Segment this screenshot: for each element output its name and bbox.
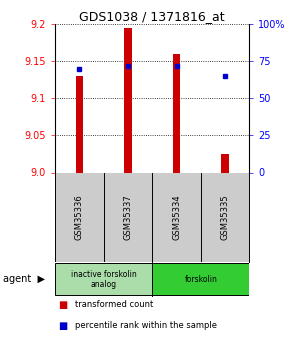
- Bar: [124, 28, 132, 172]
- Text: percentile rank within the sample: percentile rank within the sample: [75, 321, 218, 330]
- Title: GDS1038 / 1371816_at: GDS1038 / 1371816_at: [79, 10, 225, 23]
- Text: ■: ■: [58, 300, 67, 310]
- Bar: [76, 76, 83, 172]
- Text: inactive forskolin
analog: inactive forskolin analog: [71, 270, 137, 289]
- Bar: [152, 263, 249, 295]
- Bar: [173, 54, 180, 172]
- Text: GSM35335: GSM35335: [221, 195, 230, 240]
- Text: ■: ■: [58, 321, 67, 331]
- Text: GSM35336: GSM35336: [75, 195, 84, 240]
- Text: GSM35337: GSM35337: [124, 195, 133, 240]
- Bar: [55, 263, 152, 295]
- Text: agent  ▶: agent ▶: [3, 275, 45, 284]
- Text: transformed count: transformed count: [75, 300, 154, 309]
- Text: GSM35334: GSM35334: [172, 195, 181, 240]
- Bar: [222, 154, 229, 172]
- Text: forskolin: forskolin: [184, 275, 217, 284]
